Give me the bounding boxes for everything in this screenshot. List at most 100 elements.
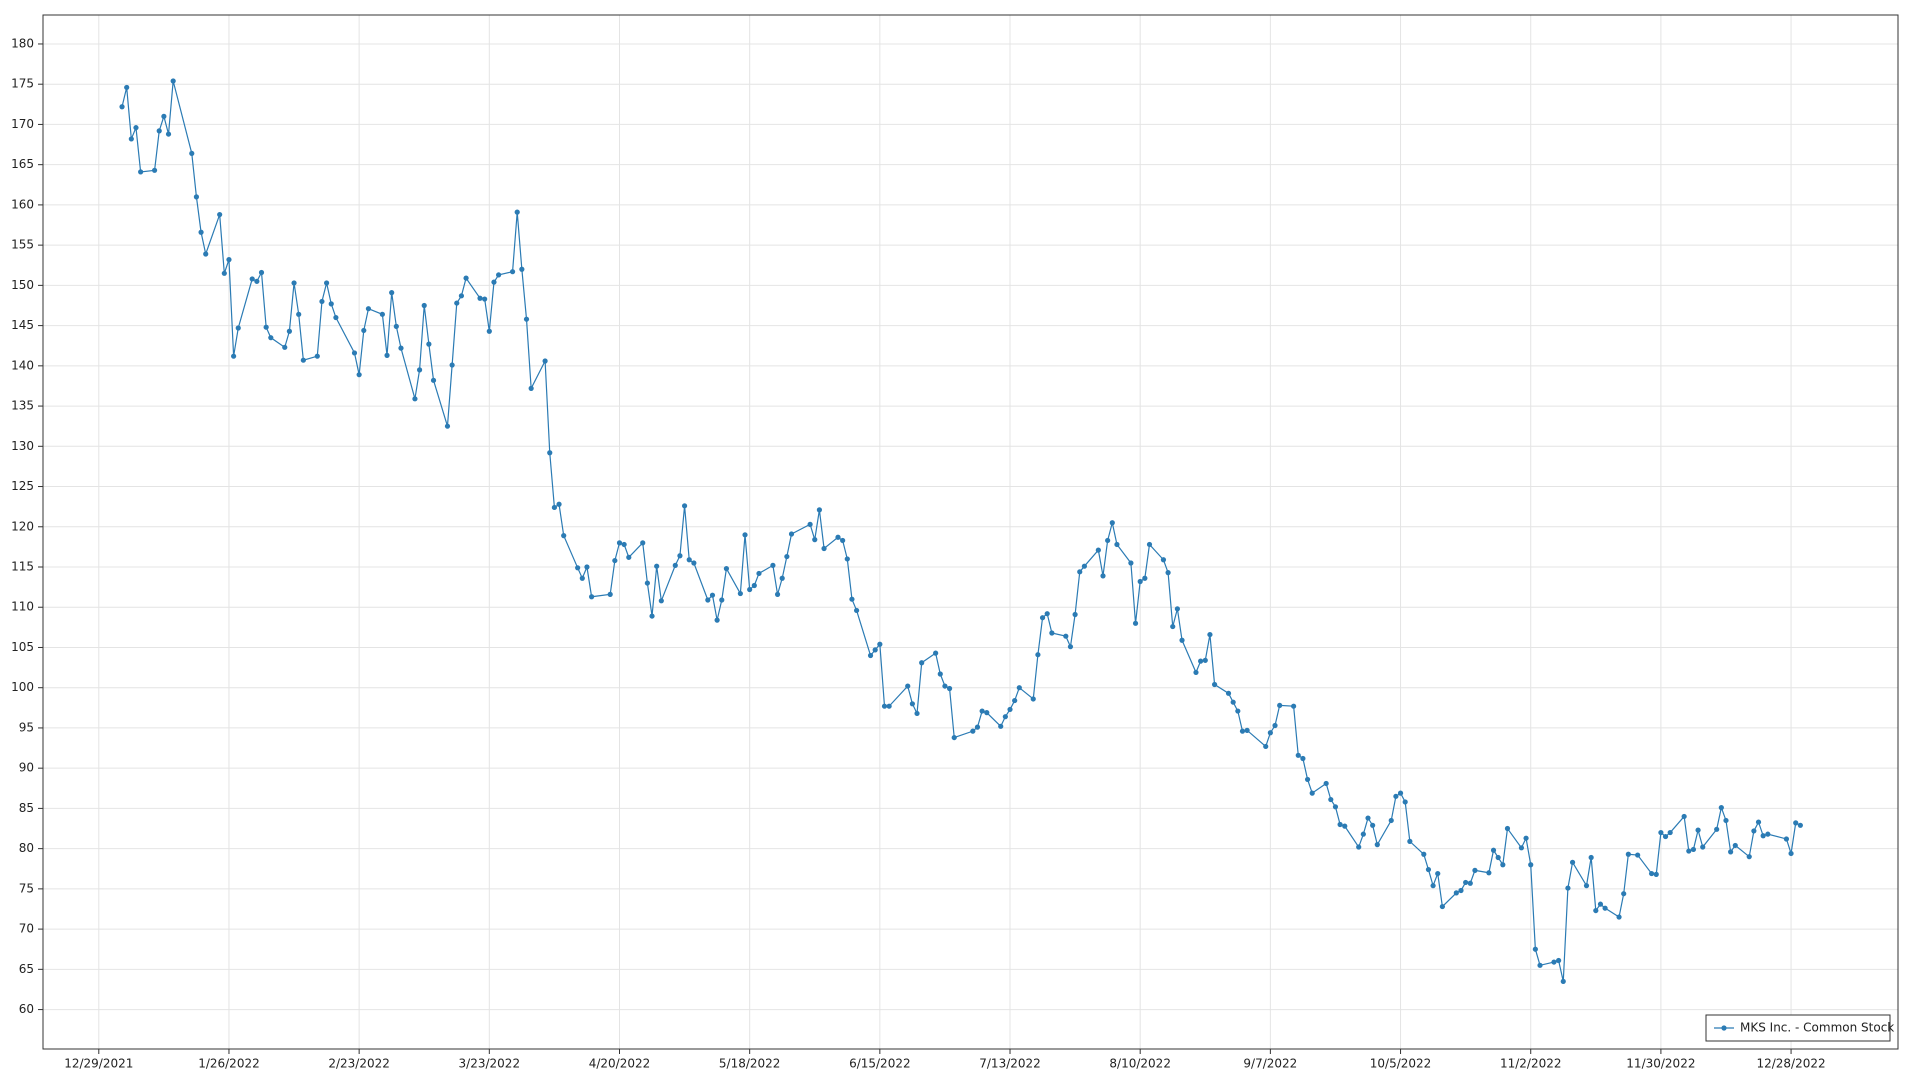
x-tick-label: 12/29/2021 — [64, 1057, 133, 1071]
point — [1337, 821, 1343, 828]
point — [974, 724, 981, 730]
point — [1174, 606, 1180, 612]
point — [672, 562, 678, 568]
point — [1490, 847, 1497, 853]
point — [1030, 696, 1036, 702]
point — [509, 269, 516, 275]
point — [1486, 870, 1492, 876]
point — [1528, 862, 1534, 868]
point — [1109, 520, 1115, 526]
point — [384, 352, 390, 358]
point — [942, 683, 948, 689]
point — [542, 358, 548, 364]
point — [1277, 702, 1283, 709]
point — [714, 617, 720, 623]
point — [1425, 866, 1432, 873]
point — [840, 537, 846, 544]
point — [361, 327, 367, 334]
point — [1797, 822, 1803, 828]
point — [1439, 903, 1445, 910]
point — [1648, 870, 1655, 877]
point — [198, 229, 204, 235]
point — [909, 701, 915, 707]
point — [998, 723, 1004, 729]
x-tick-label: 2/23/2022 — [328, 1057, 390, 1071]
point — [1039, 615, 1046, 621]
series-line — [121, 80, 1801, 982]
point — [705, 597, 711, 603]
point — [1518, 845, 1525, 851]
point — [454, 300, 460, 306]
point — [323, 280, 330, 286]
point — [1523, 835, 1529, 841]
point — [1732, 842, 1738, 849]
y-tick-label: 95 — [19, 720, 34, 734]
point — [1193, 669, 1199, 676]
point — [412, 396, 418, 402]
point — [788, 531, 795, 537]
point — [365, 306, 372, 312]
y-tick-label: 165 — [11, 157, 34, 171]
point — [1760, 833, 1766, 839]
point — [1588, 854, 1594, 861]
point — [1267, 730, 1273, 736]
y-tick-label: 85 — [19, 801, 34, 815]
point — [1556, 957, 1562, 964]
point — [1160, 557, 1167, 563]
legend-label: MKS Inc. - Common Stock — [1740, 1021, 1894, 1035]
point — [1569, 859, 1576, 865]
point — [1700, 844, 1706, 850]
point — [1309, 790, 1315, 796]
point — [1263, 743, 1269, 750]
point — [812, 537, 818, 543]
point — [393, 323, 399, 330]
y-tick-label: 145 — [11, 318, 34, 332]
point — [519, 266, 525, 272]
x-tick-label: 8/10/2022 — [1109, 1057, 1171, 1071]
point — [1504, 825, 1511, 832]
point — [291, 280, 297, 286]
point — [1356, 844, 1362, 850]
point — [189, 150, 195, 157]
point — [709, 592, 716, 598]
point — [1593, 907, 1599, 914]
point — [621, 541, 627, 548]
point — [946, 685, 953, 692]
point — [551, 504, 558, 511]
y-tick-label: 120 — [11, 519, 34, 533]
point — [872, 647, 878, 653]
point — [914, 710, 920, 717]
point — [156, 128, 162, 134]
point — [1202, 657, 1208, 663]
point — [1081, 563, 1088, 569]
point — [737, 590, 743, 597]
point — [1370, 822, 1376, 828]
point — [1495, 854, 1501, 861]
point — [1388, 817, 1394, 824]
point — [654, 563, 660, 569]
point — [356, 372, 362, 378]
point — [579, 575, 585, 581]
point — [286, 328, 293, 334]
point — [1095, 547, 1101, 553]
point — [1016, 685, 1022, 691]
point — [1597, 901, 1604, 907]
legend-marker — [1721, 1025, 1727, 1031]
point — [584, 564, 590, 570]
point — [747, 586, 753, 593]
point — [691, 560, 697, 566]
point — [784, 553, 790, 560]
legend: MKS Inc. - Common Stock — [1705, 1014, 1894, 1042]
point — [482, 296, 488, 302]
y-tick-label: 155 — [11, 238, 34, 252]
point — [1342, 823, 1348, 829]
point — [1616, 914, 1622, 920]
point — [1793, 820, 1799, 826]
point — [1421, 851, 1427, 857]
point — [421, 302, 427, 309]
point — [1225, 690, 1232, 696]
point — [658, 598, 664, 604]
point — [221, 270, 227, 276]
point — [1537, 962, 1543, 968]
